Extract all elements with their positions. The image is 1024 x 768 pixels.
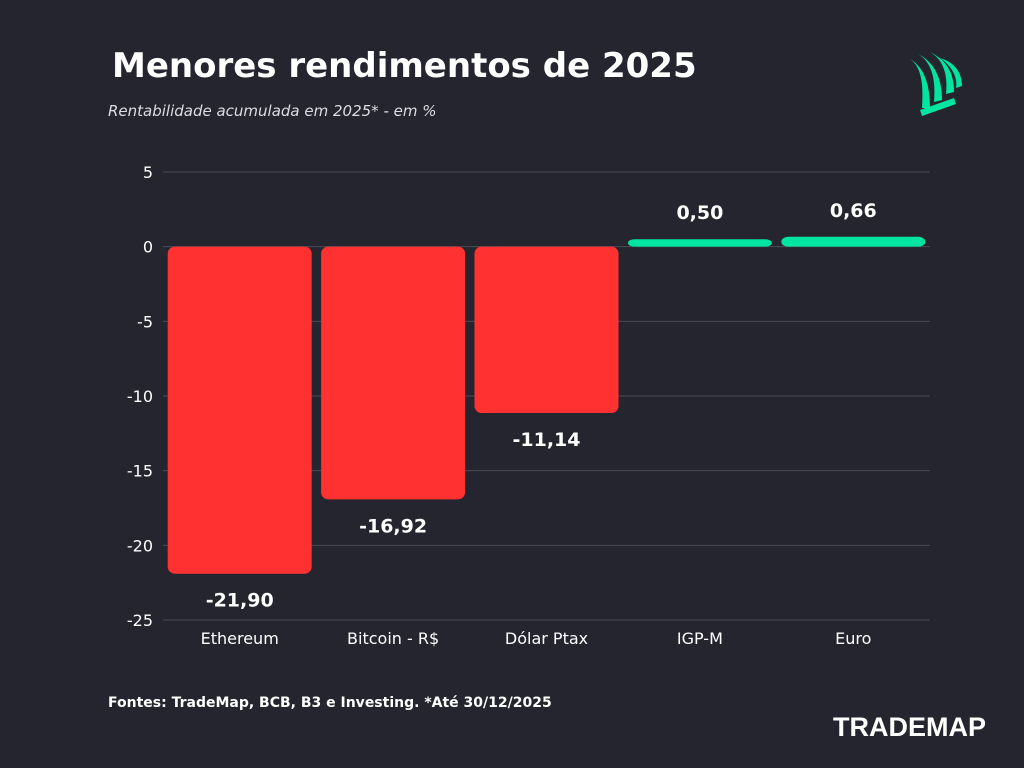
y-tick-label: -5 [137, 312, 153, 331]
y-tick-label: -15 [127, 462, 153, 481]
data-label: 0,50 [676, 202, 723, 224]
trademap-leaf-icon [908, 52, 962, 116]
x-tick-label: IGP-M [677, 629, 723, 648]
chart-title: Menores rendimentos de 2025 [112, 46, 697, 86]
data-label: -11,14 [513, 429, 581, 451]
bar [781, 236, 926, 247]
y-tick-label: -25 [127, 611, 153, 630]
x-tick-label: Euro [835, 629, 871, 648]
y-tick-label: -20 [127, 536, 153, 555]
bar [321, 246, 466, 500]
y-tick-label: 0 [143, 238, 153, 257]
bar [474, 246, 619, 414]
data-label: -16,92 [359, 515, 427, 537]
x-tick-label: Ethereum [201, 629, 279, 648]
chart-subtitle: Rentabilidade acumulada em 2025* - em % [108, 102, 437, 120]
x-tick-label: Bitcoin - R$ [347, 629, 439, 648]
bar [167, 246, 312, 574]
source-note: Fontes: TradeMap, BCB, B3 e Investing. *… [108, 695, 552, 711]
data-label: 0,66 [830, 200, 877, 222]
x-tick-label: Dólar Ptax [505, 629, 588, 648]
y-tick-label: 5 [143, 163, 153, 182]
data-label: -21,90 [206, 590, 274, 612]
y-tick-label: -10 [127, 387, 153, 406]
bar [627, 239, 772, 247]
brand-wordmark: TRADEMAP [833, 712, 986, 742]
